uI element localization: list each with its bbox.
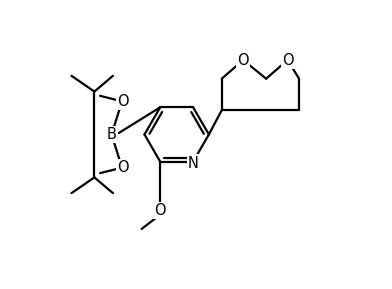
Text: O: O — [238, 53, 249, 68]
Text: O: O — [154, 203, 166, 218]
Text: O: O — [117, 94, 129, 109]
Text: N: N — [188, 155, 199, 171]
Text: B: B — [107, 127, 116, 142]
Text: O: O — [282, 53, 293, 68]
Text: O: O — [117, 160, 129, 175]
